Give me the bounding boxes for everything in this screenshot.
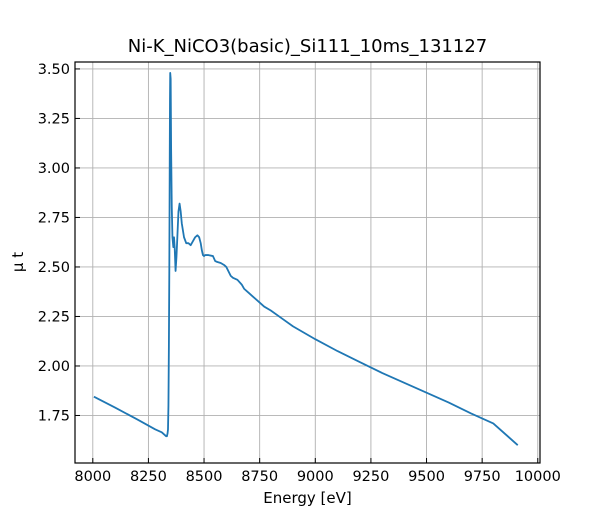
- y-tick-label: 2.75: [38, 210, 70, 226]
- chart-title: Ni-K_NiCO3(basic)_Si111_10ms_131127: [127, 36, 488, 57]
- grid-lines: [75, 62, 540, 463]
- x-tick-label: 9500: [408, 469, 445, 485]
- y-tick-label: 3.50: [38, 62, 70, 78]
- plot-area: [93, 71, 519, 446]
- x-tick-label: 9250: [352, 469, 389, 485]
- x-tick-label: 8000: [74, 469, 111, 485]
- axis-ticks: 8000 8250 8500 8750 9000 9250 9500 9750 10000 1.7…: [38, 62, 561, 485]
- y-tick-label: 3.25: [38, 111, 70, 127]
- y-tick-label: 2.00: [38, 359, 70, 375]
- axes-frame: [74, 61, 541, 464]
- y-tick-label: 3.00: [38, 161, 70, 177]
- x-tick-label: 10000: [515, 469, 561, 485]
- y-tick-label: 2.25: [38, 309, 70, 325]
- series-line: [93, 71, 519, 446]
- x-axis-label: Energy [eV]: [263, 489, 352, 507]
- x-tick-label: 8500: [186, 469, 223, 485]
- y-axis-label: μ t: [9, 251, 27, 273]
- x-tick-label: 8750: [241, 469, 278, 485]
- y-tick-label: 1.75: [38, 408, 70, 424]
- x-tick-label: 9000: [297, 469, 334, 485]
- x-tick-label: 8250: [130, 469, 167, 485]
- x-tick-label: 9750: [464, 469, 501, 485]
- y-tick-label: 2.50: [38, 260, 70, 276]
